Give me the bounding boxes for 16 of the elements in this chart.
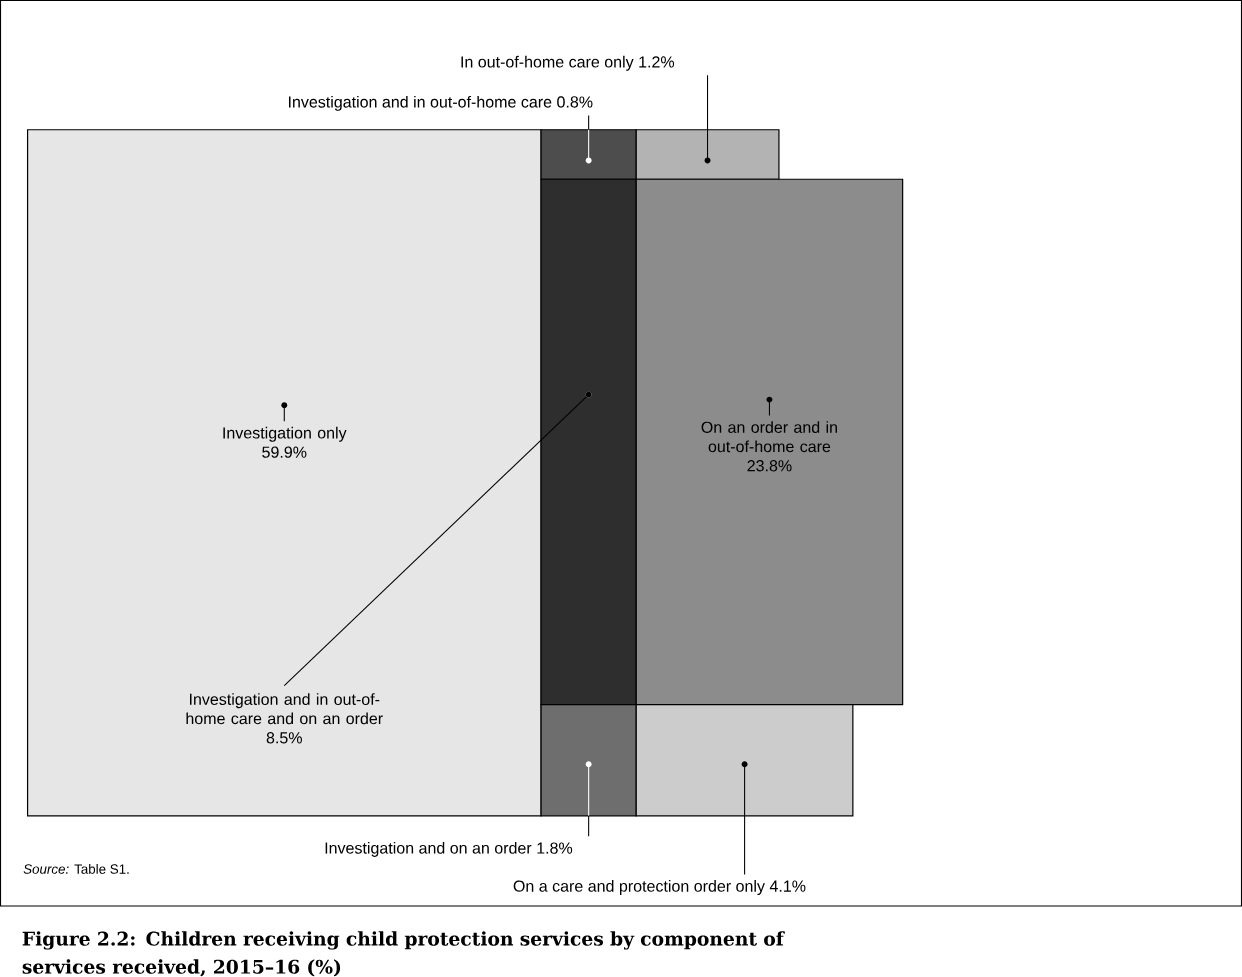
data-label: 4.1% [769,880,806,892]
category-label: Investigation and on an order [325,842,532,858]
text: Source: Table S1. [23,864,129,875]
category-label: Investigation and in out-of-home care [289,96,552,112]
category-label: In out-of-home care only [461,56,634,71]
category-label: On a care and protection order only [513,880,765,896]
category-label: On an order and in out-of-home care [701,421,837,453]
category-label: Investigation and in out-of-home care and on an order [186,693,383,725]
data-label: 1.8% [537,842,573,854]
data-label: 8.5% [266,732,302,744]
text: Figure 2.2: Children receiving child protection services by component of services received, 2015–16 (%) [22,931,785,977]
data-label: 0.8% [557,96,593,108]
data-label: 59.9% [262,446,307,459]
data-label: 1.2% [639,56,675,68]
category-label: Investigation only [223,427,347,442]
data-label: 23.8% [747,460,792,472]
